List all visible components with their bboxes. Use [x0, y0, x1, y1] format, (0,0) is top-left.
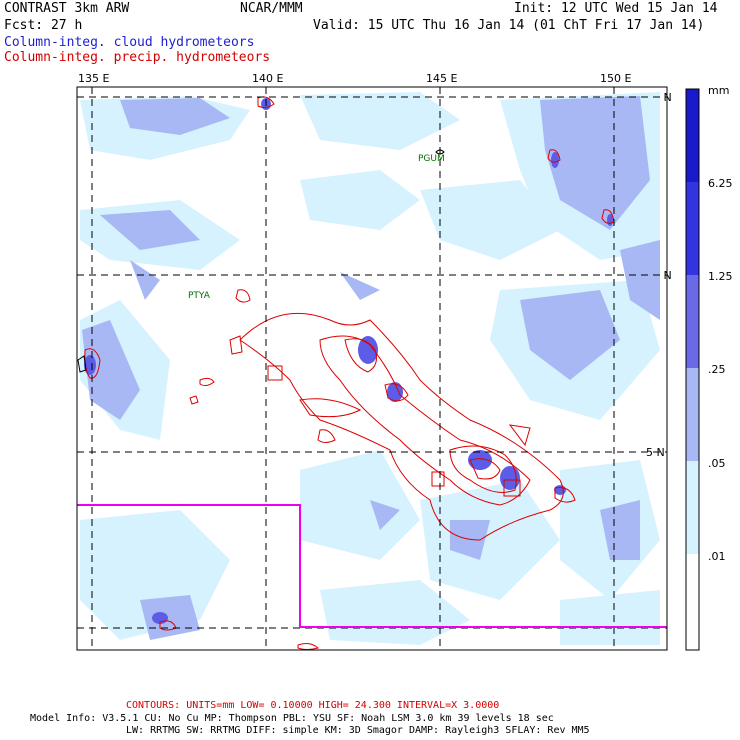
colorbar-level-0-01: .01: [708, 550, 726, 563]
lon-label-135: 135 E: [78, 72, 110, 85]
lon-label-140: 140 E: [252, 72, 284, 85]
coastline: [77, 355, 87, 373]
colorbar-band-3: [686, 275, 699, 368]
init-time: Init: 12 UTC Wed 15 Jan 14: [514, 1, 718, 16]
colorbar: [685, 88, 700, 651]
precip-field-title: Column-integ. precip. hydrometeors: [4, 50, 271, 65]
colorbar-band-6: [686, 554, 699, 650]
colorbar-band-5: [686, 461, 699, 554]
valid-time: Valid: 15 UTC Thu 16 Jan 14 (01 ChT Fri …: [313, 18, 705, 33]
colorbar-band-1: [686, 89, 699, 182]
station-pgum: PGUM: [418, 154, 445, 164]
forecast-hour: Fcst: 27 h: [4, 18, 83, 33]
contours-info: CONTOURS: UNITS=mm LOW= 0.10000 HIGH= 24…: [126, 700, 500, 711]
lon-label-150: 150 E: [600, 72, 632, 85]
station-ptya: PTYA: [188, 291, 211, 301]
cloud-shading-dense: [84, 98, 613, 624]
cloud-shading-medium: [82, 96, 660, 640]
colorbar-band-4: [686, 368, 699, 461]
model-info-line-2: LW: RRTMG SW: RRTMG DIFF: simple KM: 3D …: [126, 725, 590, 736]
precip-contours: [84, 96, 615, 650]
cloud-field-title: Column-integ. cloud hydrometeors: [4, 35, 255, 50]
map-frame: [76, 86, 668, 651]
lon-label-145: 145 E: [426, 72, 458, 85]
guam-coastline: [435, 149, 445, 155]
domain-boundary: [77, 504, 667, 628]
colorbar-level-0-25: .25: [708, 363, 726, 376]
institution-label: NCAR/MMM: [240, 1, 303, 16]
colorbar-level-6-25: 6.25: [708, 177, 733, 190]
model-info-line-1: Model Info: V3.5.1 CU: No Cu MP: Thompso…: [30, 713, 554, 724]
colorbar-unit: mm: [708, 84, 730, 97]
model-title: CONTRAST 3km ARW: [4, 1, 130, 16]
colorbar-level-1-25: 1.25: [708, 270, 733, 283]
colorbar-band-2: [686, 182, 699, 275]
colorbar-level-0-05: .05: [708, 457, 726, 470]
